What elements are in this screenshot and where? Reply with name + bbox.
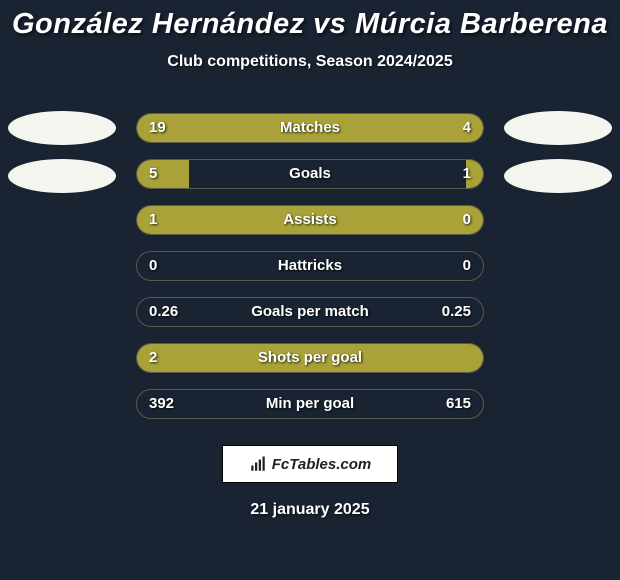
brand-text: FcTables.com xyxy=(272,456,371,473)
stat-label: Min per goal xyxy=(137,390,483,418)
stat-value-right: 0 xyxy=(463,206,471,234)
stat-value-right: 4 xyxy=(463,114,471,142)
team-logo-right xyxy=(504,159,612,193)
date-text: 21 january 2025 xyxy=(0,501,620,519)
stat-label: Shots per goal xyxy=(137,344,483,372)
stat-row: 19 Matches 4 xyxy=(0,109,620,155)
subtitle: Club competitions, Season 2024/2025 xyxy=(0,53,620,71)
stat-label: Goals per match xyxy=(137,298,483,326)
stat-bar: 0.26 Goals per match 0.25 xyxy=(136,297,484,327)
stat-value-right: 0.25 xyxy=(442,298,471,326)
stat-label: Goals xyxy=(137,160,483,188)
stat-label: Matches xyxy=(137,114,483,142)
team-logo-right xyxy=(504,111,612,145)
team-logo-left xyxy=(8,159,116,193)
stat-bar: 0 Hattricks 0 xyxy=(136,251,484,281)
stat-row: 392 Min per goal 615 xyxy=(0,385,620,431)
team-logo-left xyxy=(8,111,116,145)
stat-value-right: 0 xyxy=(463,252,471,280)
stat-bar: 392 Min per goal 615 xyxy=(136,389,484,419)
page-title: González Hernández vs Múrcia Barberena xyxy=(0,8,620,41)
stat-value-right: 1 xyxy=(463,160,471,188)
stat-bar: 2 Shots per goal xyxy=(136,343,484,373)
stat-label: Hattricks xyxy=(137,252,483,280)
stat-bar: 5 Goals 1 xyxy=(136,159,484,189)
stat-row: 5 Goals 1 xyxy=(0,155,620,201)
stat-row: 0.26 Goals per match 0.25 xyxy=(0,293,620,339)
stat-label: Assists xyxy=(137,206,483,234)
stat-bar: 19 Matches 4 xyxy=(136,113,484,143)
stat-row: 1 Assists 0 xyxy=(0,201,620,247)
stat-value-right: 615 xyxy=(446,390,471,418)
brand-badge[interactable]: FcTables.com xyxy=(222,445,398,483)
stat-row: 0 Hattricks 0 xyxy=(0,247,620,293)
stat-bar: 1 Assists 0 xyxy=(136,205,484,235)
chart-icon xyxy=(249,455,267,473)
stat-row: 2 Shots per goal xyxy=(0,339,620,385)
